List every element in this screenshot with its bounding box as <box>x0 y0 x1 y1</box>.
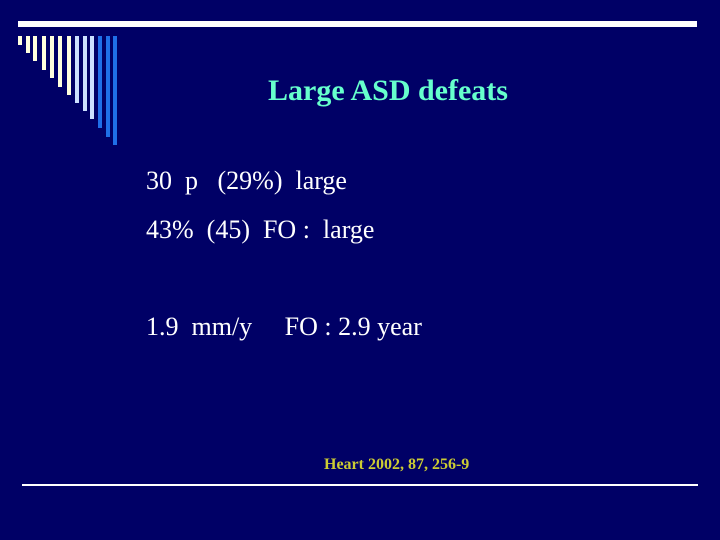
bullet-line-2: 43% (45) FO : large <box>146 215 375 244</box>
bullet-line-3: 1.9 mm/y FO : 2.9 year <box>146 312 422 341</box>
decor-bar <box>50 36 54 78</box>
bullet-line-1: 30 p (29%) large <box>146 166 347 195</box>
decor-bar <box>75 36 79 103</box>
decor-bar <box>90 36 94 119</box>
decor-bar <box>106 36 110 137</box>
slide-title: Large ASD defeats <box>268 74 508 107</box>
decor-bar <box>83 36 87 111</box>
decor-bar <box>18 36 22 45</box>
top-rule <box>18 21 697 27</box>
decor-bar <box>113 36 117 145</box>
decor-bar <box>26 36 30 53</box>
decor-bar <box>67 36 71 95</box>
decor-bar <box>42 36 46 70</box>
decor-bar <box>33 36 37 61</box>
bottom-rule <box>22 484 698 486</box>
decor-bar <box>98 36 102 128</box>
decor-bar <box>58 36 62 87</box>
citation: Heart 2002, 87, 256-9 <box>324 456 470 473</box>
